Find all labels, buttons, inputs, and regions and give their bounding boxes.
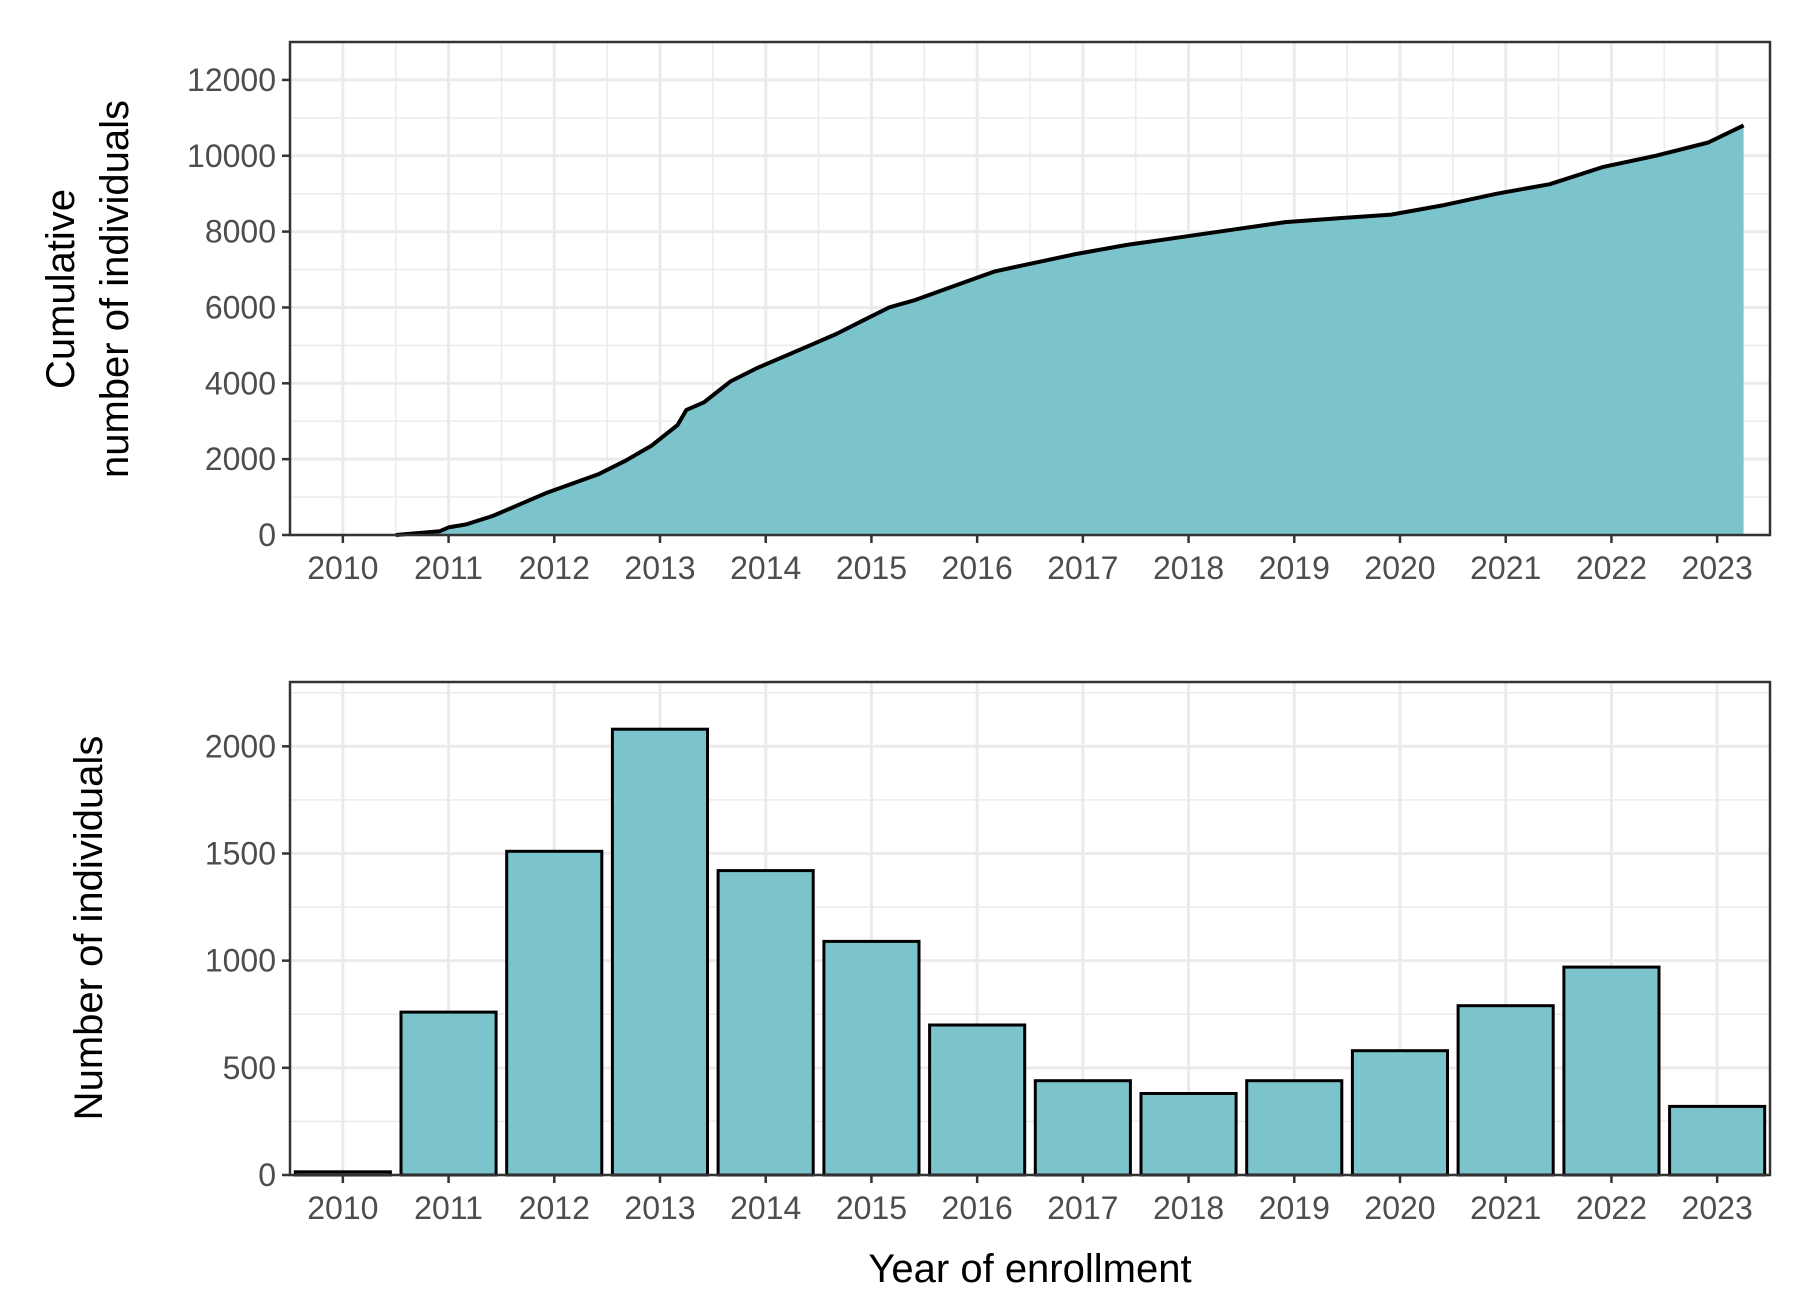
bar-2023 [1668, 1104, 1767, 1177]
bar-2011 [399, 1010, 498, 1177]
cumulative-y-axis-title-line1: Cumulative [39, 189, 83, 389]
bar-2014 [716, 869, 815, 1177]
bar-x-tick-label: 2017 [1047, 1190, 1118, 1226]
cumulative-x-tick-label: 2014 [730, 550, 801, 586]
cumulative-y-tick-label: 6000 [205, 289, 276, 325]
cumulative-x-tick-label: 2019 [1259, 550, 1330, 586]
bar-x-tick-label: 2010 [307, 1190, 378, 1226]
cumulative-x-tick-label: 2020 [1364, 550, 1435, 586]
bar-2016 [928, 1023, 1027, 1177]
bar-x-tick-label: 2021 [1470, 1190, 1541, 1226]
bar-x-tick-label: 2020 [1364, 1190, 1435, 1226]
bar-x-tick-label: 2015 [836, 1190, 907, 1226]
bar-2013 [610, 727, 710, 1177]
cumulative-chart: 2010 2011 2012 2013 2014 2015 2016 2017 2018 2019… [39, 40, 1772, 586]
cumulative-x-tick-label: 2016 [942, 550, 1013, 586]
bar-x-tick-label: 2014 [730, 1190, 801, 1226]
annual-bar-chart: 2010 2011 2012 2013 2014 2015 2016 2017 2018 2019… [67, 680, 1772, 1291]
cumulative-x-tick-label: 2012 [519, 550, 590, 586]
bar-y-tick-label: 2000 [205, 728, 276, 764]
bar-2017 [1033, 1079, 1132, 1177]
cumulative-area-fill [395, 125, 1744, 536]
bar-2018 [1139, 1092, 1238, 1177]
cumulative-y-tick-label: 0 [258, 517, 276, 553]
cumulative-x-tick-label: 2010 [307, 550, 378, 586]
cumulative-series-line [395, 123, 1745, 537]
bar-x-tick-label: 2019 [1259, 1190, 1330, 1226]
bar-y-tick-label: 0 [258, 1157, 276, 1193]
bar-2012 [505, 849, 604, 1177]
bar-x-tick-label: 2018 [1153, 1190, 1224, 1226]
bar-y-tick-label: 500 [223, 1050, 276, 1086]
cumulative-y-tick-label: 10000 [187, 138, 276, 174]
bar-x-tick-label: 2023 [1682, 1190, 1753, 1226]
bar-x-tick-label: 2013 [624, 1190, 695, 1226]
bar-chart-bars [293, 727, 1767, 1177]
cumulative-y-axis-title-line2: number of individuals [93, 100, 137, 478]
bar-2021 [1456, 1004, 1555, 1177]
cumulative-y-tick-label: 2000 [205, 441, 276, 477]
bar-chart-panel-border [288, 680, 1772, 1177]
cumulative-chart-area-layer [395, 123, 1745, 537]
bar-y-tick-label: 1500 [205, 835, 276, 871]
cumulative-x-tick-label: 2011 [414, 550, 483, 586]
cumulative-y-tick-label: 12000 [187, 62, 276, 98]
cumulative-y-tick-label: 4000 [205, 365, 276, 401]
cumulative-chart-ticks: 2010 2011 2012 2013 2014 2015 2016 2017 2018 2019… [187, 62, 1753, 586]
cumulative-x-tick-label: 2021 [1470, 550, 1541, 586]
cumulative-x-tick-label: 2017 [1047, 550, 1118, 586]
cumulative-x-tick-label: 2013 [624, 550, 695, 586]
bar-2019 [1245, 1079, 1344, 1177]
cumulative-chart-panel-border [288, 40, 1772, 537]
bar-y-tick-label: 1000 [205, 943, 276, 979]
cumulative-y-tick-label: 8000 [205, 214, 276, 250]
bar-x-tick-label: 2016 [942, 1190, 1013, 1226]
bar-chart-x-axis-title: Year of enrollment [868, 1247, 1191, 1291]
bar-2022 [1562, 965, 1661, 1177]
cumulative-x-tick-label: 2023 [1682, 550, 1753, 586]
bar-x-tick-label: 2012 [519, 1190, 590, 1226]
bar-chart-y-axis-title: Number of individuals [67, 736, 111, 1121]
bar-x-tick-label: 2022 [1576, 1190, 1647, 1226]
bar-2020 [1350, 1049, 1450, 1177]
bar-x-tick-label: 2011 [414, 1190, 483, 1226]
cumulative-x-tick-label: 2022 [1576, 550, 1647, 586]
bar-2015 [822, 939, 921, 1177]
cumulative-x-tick-label: 2015 [836, 550, 907, 586]
bar-chart-ticks: 2010 2011 2012 2013 2014 2015 2016 2017 2018 2019… [205, 728, 1753, 1226]
cumulative-x-tick-label: 2018 [1153, 550, 1224, 586]
